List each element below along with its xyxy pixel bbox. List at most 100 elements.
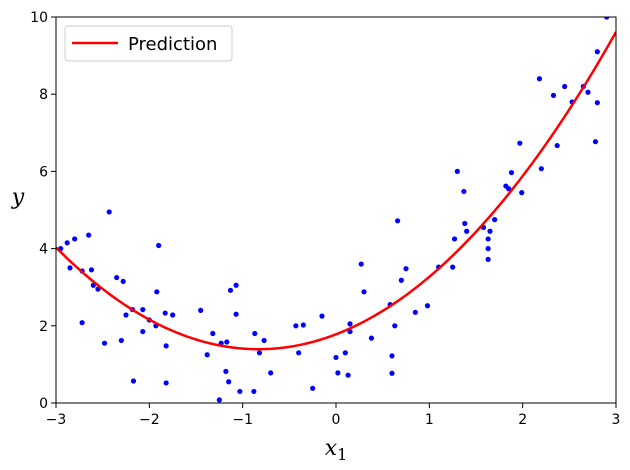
data-point (389, 353, 395, 359)
y-tick-label: 10 (30, 10, 48, 26)
data-point (508, 169, 515, 176)
x-axis-label-subscript: 1 (337, 445, 347, 464)
data-point (368, 335, 375, 341)
data-point (398, 277, 404, 283)
data-point (210, 330, 216, 337)
data-point (227, 287, 234, 293)
data-point (72, 236, 78, 242)
data-point (130, 378, 137, 384)
data-point (123, 312, 129, 318)
data-point (562, 83, 568, 90)
data-point (114, 274, 120, 281)
data-point (485, 246, 491, 252)
data-point (424, 303, 431, 309)
data-points (58, 17, 610, 403)
data-point (106, 209, 112, 215)
data-point (487, 228, 493, 234)
data-point (517, 140, 523, 146)
data-point (604, 17, 610, 20)
data-point (594, 100, 600, 106)
data-point (226, 379, 232, 385)
data-point (261, 337, 267, 344)
data-point (233, 282, 239, 288)
data-point (462, 220, 468, 227)
data-point (592, 139, 599, 145)
data-point (358, 261, 364, 267)
legend-box (64, 25, 233, 62)
data-point (252, 330, 258, 337)
data-point (118, 337, 124, 344)
data-point (251, 388, 257, 395)
data-point (300, 322, 306, 328)
data-point (594, 49, 600, 55)
data-point (464, 228, 470, 234)
data-point (342, 350, 348, 356)
data-point (392, 323, 398, 329)
data-point (519, 190, 525, 196)
data-point (256, 350, 263, 356)
y-tick-label: 0 (39, 396, 48, 412)
data-point (163, 343, 169, 349)
data-point (333, 354, 339, 361)
x-tick-label: −1 (232, 412, 253, 428)
y-axis-ticks: 0 2 4 6 8 10 (30, 10, 56, 412)
legend-label-prediction: Prediction (128, 34, 217, 55)
data-point (233, 311, 239, 317)
data-point (223, 368, 229, 374)
data-point (585, 89, 591, 95)
data-point (162, 310, 168, 316)
data-point (492, 217, 498, 223)
data-point (345, 372, 351, 378)
data-point (538, 166, 544, 172)
data-point (154, 289, 160, 295)
data-point (451, 236, 458, 242)
data-point (86, 232, 92, 238)
plot-frame (55, 16, 617, 404)
data-point (101, 340, 108, 346)
data-point (454, 168, 460, 174)
x-axis-label: x1 (325, 436, 348, 464)
data-point (268, 370, 274, 376)
y-tick-label: 6 (39, 164, 48, 180)
data-point (216, 397, 222, 403)
data-point (140, 306, 146, 313)
data-point (550, 92, 557, 98)
y-tick-label: 4 (39, 242, 48, 258)
legend: Prediction (64, 25, 233, 62)
data-point (319, 313, 325, 319)
y-tick-label: 8 (39, 87, 48, 103)
data-point (485, 236, 491, 242)
x-tick-label: 1 (425, 412, 434, 428)
data-point (310, 385, 316, 391)
data-point (389, 370, 395, 376)
data-point (335, 370, 341, 376)
data-point (224, 339, 230, 345)
data-point (450, 264, 456, 270)
data-point (361, 289, 367, 295)
data-point (536, 76, 543, 82)
y-axis-label: y (11, 185, 25, 210)
data-point (237, 388, 243, 395)
x-tick-label: 0 (332, 412, 341, 428)
data-point (554, 142, 560, 149)
data-point (170, 312, 176, 318)
data-point (395, 218, 401, 224)
data-point (88, 267, 95, 273)
prediction-curve-layer (56, 31, 616, 351)
data-point (67, 265, 73, 271)
prediction-line (56, 31, 616, 351)
data-point (120, 278, 126, 285)
x-tick-label: −2 (139, 412, 160, 428)
data-point (506, 186, 512, 192)
x-tick-label: 2 (518, 412, 527, 428)
data-point (198, 307, 204, 313)
data-point (156, 242, 162, 249)
data-point (163, 380, 169, 386)
data-point (140, 328, 146, 335)
data-point (461, 188, 467, 195)
data-point (296, 350, 302, 356)
data-point (293, 323, 299, 329)
data-point (403, 266, 409, 272)
data-point (485, 256, 491, 263)
